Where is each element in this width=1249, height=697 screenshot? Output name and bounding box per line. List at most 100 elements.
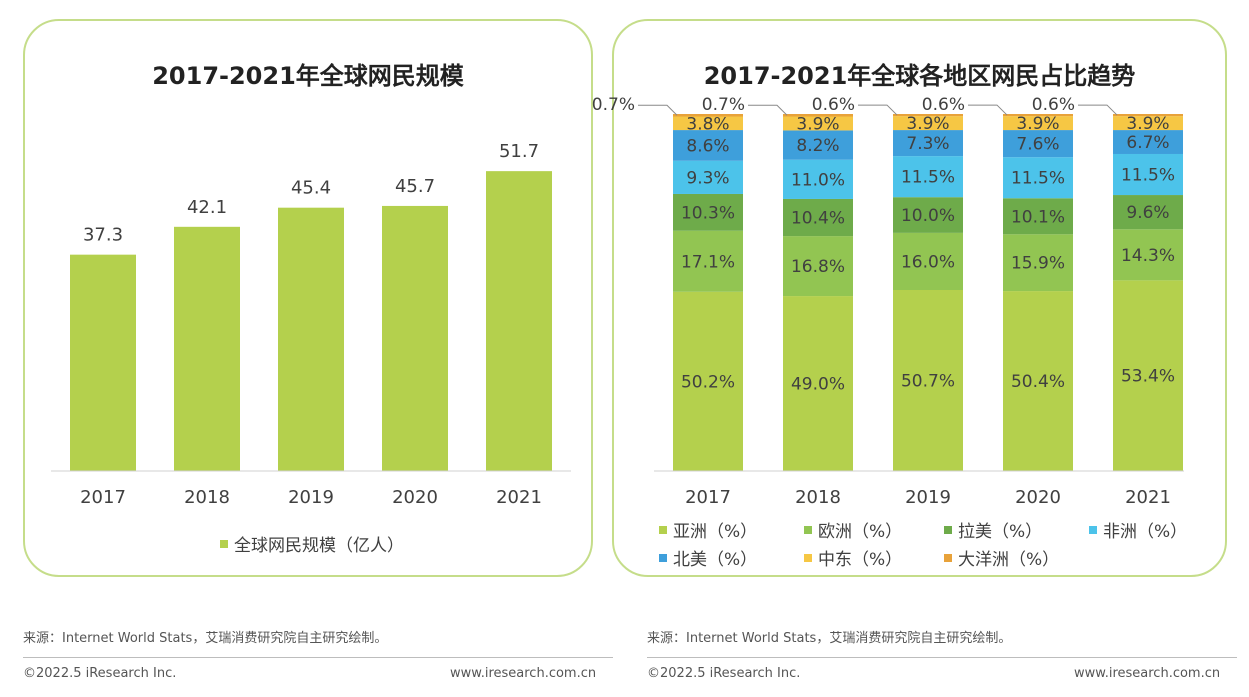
legend-label: 亚洲（%） <box>673 522 758 542</box>
x-tick-label: 2019 <box>905 487 951 508</box>
data-label: 16.8% <box>791 257 845 277</box>
x-tick-label: 2017 <box>80 487 126 508</box>
data-label: 10.4% <box>791 209 845 229</box>
data-label: 8.2% <box>796 136 839 156</box>
bar-segment <box>1003 116 1073 131</box>
legend-item: 亚洲（%） <box>659 517 757 542</box>
data-label: 0.7% <box>592 95 635 115</box>
data-label: 14.3% <box>1121 246 1175 266</box>
legend-label: 全球网民规模（亿人） <box>234 536 404 556</box>
legend-label: 欧洲（%） <box>818 522 903 542</box>
legend-swatch <box>1089 525 1097 534</box>
x-tick-label: 2019 <box>288 487 334 508</box>
bar-segment <box>673 160 743 194</box>
legend-swatch <box>804 525 812 534</box>
data-label: 42.1 <box>187 197 227 218</box>
data-label: 3.9% <box>1126 114 1169 134</box>
bar-segment <box>783 114 853 117</box>
x-tick-label: 2017 <box>685 487 731 508</box>
bar-segment <box>1113 116 1183 131</box>
bar-segment <box>1113 130 1183 154</box>
bar-segment <box>1113 114 1183 117</box>
bar-chart-global-users: 37.3 2017 42.1 2018 45.4 2019 45.7 2020 51.7 2021 <box>51 141 571 508</box>
bar-segment <box>893 197 963 233</box>
chart-panel-global-users: 2017-2021年全球网民规模 37.3 2017 42.1 2018 45.4 201… <box>23 19 593 577</box>
legend-item: 大洋洲（%） <box>944 545 1059 570</box>
copyright: ©2022.5 iResearch Inc. <box>23 666 177 681</box>
bar <box>70 254 136 471</box>
bar-segment <box>1003 234 1073 292</box>
bar-segment <box>783 116 853 131</box>
data-label: 0.7% <box>702 95 745 115</box>
leader-line <box>858 104 898 116</box>
data-label: 53.4% <box>1121 367 1175 387</box>
bar <box>486 171 552 471</box>
legend-swatch <box>659 525 667 534</box>
x-tick-label: 2020 <box>392 487 438 508</box>
legend-swatch <box>804 553 812 562</box>
bar <box>382 205 448 471</box>
data-label: 0.6% <box>812 95 855 115</box>
bar-segment <box>783 159 853 199</box>
data-label: 45.7 <box>395 176 435 197</box>
bar-segment <box>783 236 853 297</box>
legend-swatch <box>659 553 667 562</box>
leader-line <box>748 104 788 116</box>
footer-divider <box>23 657 613 658</box>
data-label: 10.3% <box>681 203 735 223</box>
legend-label: 大洋洲（%） <box>958 550 1060 570</box>
website-link[interactable]: www.iresearch.com.cn <box>450 666 597 681</box>
bar-segment <box>1003 157 1073 199</box>
bar-segment <box>783 198 853 237</box>
legend-label: 拉美（%） <box>958 522 1043 542</box>
bar-segment <box>893 290 963 471</box>
data-label: 49.0% <box>791 375 845 395</box>
legend-swatch <box>944 553 952 562</box>
bar-segment <box>893 116 963 131</box>
legend-item: 拉美（%） <box>944 517 1042 542</box>
data-label: 0.6% <box>922 95 965 115</box>
chart-panel-region-share: 2017-2021年全球各地区网民占比趋势 50.2% 17.1% 10.3% 9.3… <box>592 19 1227 577</box>
chart-title: 2017-2021年全球网民规模 <box>152 62 464 90</box>
x-tick-label: 2021 <box>496 487 542 508</box>
bar-segment <box>673 193 743 231</box>
data-label: 17.1% <box>681 252 735 272</box>
bar-segment <box>673 116 743 131</box>
leader-line <box>638 104 678 116</box>
data-label: 15.9% <box>1011 254 1065 274</box>
data-label: 11.5% <box>901 168 955 188</box>
data-label: 9.6% <box>1126 203 1169 223</box>
legend-label: 中东（%） <box>818 550 903 570</box>
source-note: 来源：Internet World Stats，艾瑞消费研究院自主研究绘制。 <box>23 631 388 646</box>
data-label: 3.8% <box>686 114 729 134</box>
data-label: 10.1% <box>1011 207 1065 227</box>
data-label: 3.9% <box>906 114 949 134</box>
data-label: 0.6% <box>1032 95 1075 115</box>
data-label: 50.7% <box>901 372 955 392</box>
x-tick-label: 2021 <box>1125 487 1171 508</box>
legend-item: 非洲（%） <box>1089 517 1187 542</box>
legend-label: 非洲（%） <box>1103 522 1188 542</box>
x-tick-label: 2018 <box>795 487 841 508</box>
x-tick-label: 2020 <box>1015 487 1061 508</box>
bar-segment <box>1113 195 1183 230</box>
data-label: 37.3 <box>83 225 123 246</box>
legend-item: 中东（%） <box>804 545 902 570</box>
bar-segment <box>673 130 743 161</box>
data-label: 11.5% <box>1121 166 1175 186</box>
data-label: 9.3% <box>686 168 729 188</box>
source-note: 来源：Internet World Stats，艾瑞消费研究院自主研究绘制。 <box>647 631 1012 646</box>
bar-segment <box>783 130 853 160</box>
bar-segment <box>1113 280 1183 471</box>
chart-title: 2017-2021年全球各地区网民占比趋势 <box>703 62 1136 90</box>
bar-segment <box>893 114 963 117</box>
legend-label: 北美（%） <box>673 550 758 570</box>
bar-segment <box>673 230 743 292</box>
data-label: 6.7% <box>1126 133 1169 153</box>
copyright: ©2022.5 iResearch Inc. <box>647 666 801 681</box>
data-label: 3.9% <box>1016 114 1059 134</box>
leader-line <box>1078 104 1118 116</box>
data-label: 7.6% <box>1016 135 1059 155</box>
legend-swatch <box>944 525 952 534</box>
website-link[interactable]: www.iresearch.com.cn <box>1074 666 1221 681</box>
